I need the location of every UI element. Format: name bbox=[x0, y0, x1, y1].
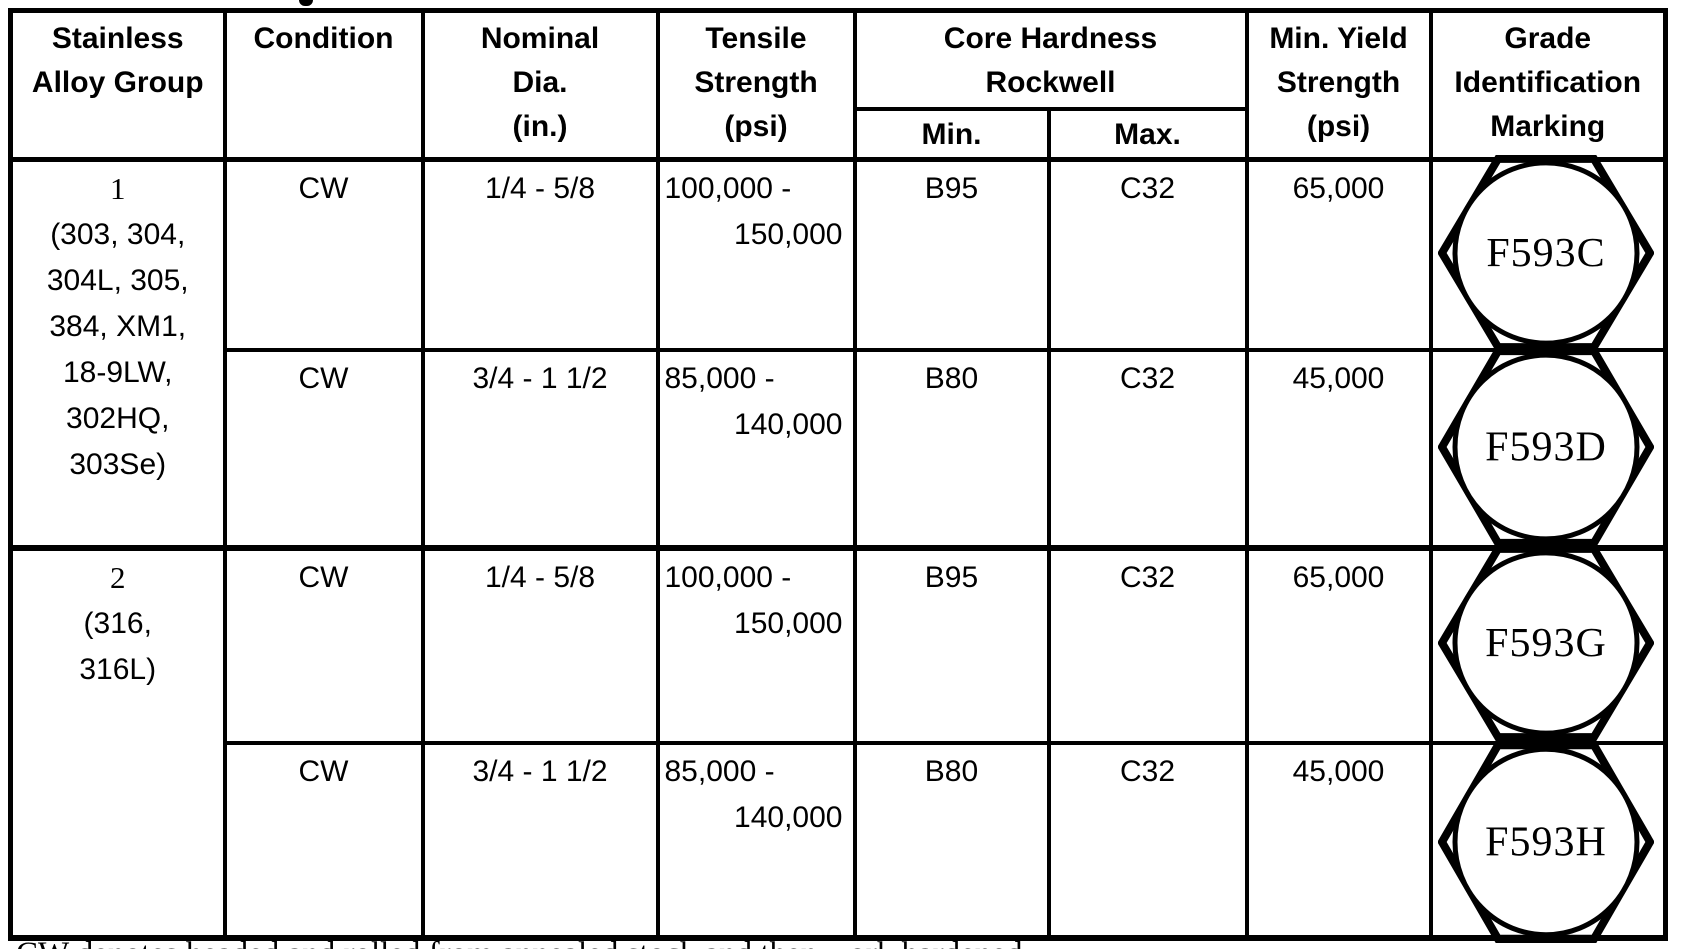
col-header-min-yield: Min. Yield Strength (psi) bbox=[1244, 8, 1433, 162]
spec-table: Stainless Alloy Group Condition Nominal … bbox=[8, 8, 1668, 941]
hardness-max-cell: C32 bbox=[1046, 157, 1249, 352]
header-line: Marking bbox=[1490, 110, 1606, 143]
bolt-circle bbox=[1452, 160, 1640, 346]
grade-marking-hex-4: F593H bbox=[1438, 738, 1654, 946]
tensile-line-2: 140,000 bbox=[734, 800, 843, 834]
hardness-min-cell: B80 bbox=[852, 740, 1051, 940]
header-line: Nominal bbox=[480, 22, 600, 55]
header-line: Min. Yield bbox=[1269, 22, 1408, 55]
alloy-list-line: 302HQ, bbox=[66, 402, 170, 435]
table-row: CW 3/4 - 1 1/2 85,000 - 140,000 B80 C32 … bbox=[11, 347, 1668, 550]
marking-label: F593C bbox=[1486, 230, 1605, 276]
alloy-group-2-cell: 2 (316, 316L) bbox=[8, 544, 227, 940]
marking-label: F593D bbox=[1485, 423, 1607, 470]
header-line: Condition bbox=[253, 22, 394, 55]
condition-cell: CW bbox=[222, 157, 425, 352]
header-line: (psi) bbox=[1306, 110, 1371, 143]
grade-marking-hex-2: F593D bbox=[1438, 344, 1654, 550]
table-row: 2 (316, 316L) CW 1/4 - 5/8 100,000 - 150… bbox=[8, 544, 1668, 940]
yield-cell: 65,000 bbox=[1244, 157, 1433, 352]
header-line: Rockwell bbox=[985, 66, 1116, 99]
alloy-list-line: 18-9LW, bbox=[63, 356, 173, 389]
header-line: Grade bbox=[1504, 22, 1592, 55]
yield-cell: 45,000 bbox=[1244, 740, 1433, 940]
header-line: Strength bbox=[694, 66, 818, 99]
header-row-2: Min. Max. bbox=[11, 106, 1666, 162]
tensile-line-1: 100,000 - bbox=[664, 172, 792, 205]
tensile-line-2: 140,000 bbox=[734, 407, 843, 441]
bolt-circle bbox=[1452, 746, 1640, 938]
header-line: Alloy Group bbox=[31, 66, 204, 99]
nominal-dia-cell: 3/4 - 1 1/2 bbox=[420, 347, 660, 550]
tensile-line-1: 85,000 - bbox=[664, 754, 775, 788]
table-row: 1 (303, 304, 304L, 305, 384, XM1, 18-9LW… bbox=[8, 157, 1668, 550]
header-line: Stainless bbox=[51, 22, 184, 55]
header-line: Core Hardness bbox=[943, 22, 1158, 55]
marking-label: F593H bbox=[1485, 818, 1607, 865]
grade-marking-hex-3: F593G bbox=[1438, 542, 1654, 744]
clipped-title-text-fragment bbox=[299, 0, 313, 6]
hardness-min-cell: B95 bbox=[852, 544, 1051, 745]
cw-footnote: CW denotes headed and rolled from anneal… bbox=[16, 936, 1616, 949]
hardness-min-cell: B95 bbox=[852, 157, 1051, 352]
header-line: Dia. bbox=[512, 66, 568, 99]
header-line: (in.) bbox=[512, 110, 568, 143]
col-header-core-hardness: Core Hardness Rockwell bbox=[852, 8, 1249, 111]
condition-cell: CW bbox=[222, 544, 425, 745]
tensile-cell: 85,000 - 140,000 bbox=[655, 740, 857, 940]
tensile-line-1: 100,000 - bbox=[664, 560, 792, 594]
header-line: Identification bbox=[1454, 66, 1642, 99]
tensile-line-1: 85,000 - bbox=[664, 361, 775, 395]
alloy-list-line: 316L) bbox=[79, 652, 157, 686]
alloy-list-line: 384, XM1, bbox=[49, 310, 187, 343]
tensile-cell: 85,000 - 140,000 bbox=[655, 347, 857, 550]
col-header-alloy-group: Stainless Alloy Group bbox=[8, 8, 227, 162]
yield-cell: 65,000 bbox=[1244, 544, 1433, 745]
alloy-list-line: (303, 304, bbox=[50, 218, 186, 251]
header-line: (psi) bbox=[724, 110, 788, 143]
col-header-grade-marking: Grade Identification Marking bbox=[1428, 8, 1668, 162]
alloy-group-number: 1 bbox=[110, 171, 126, 206]
alloy-list-line: 303Se) bbox=[69, 448, 167, 481]
tensile-cell: 100,000 - 150,000 bbox=[655, 544, 857, 745]
yield-cell: 45,000 bbox=[1244, 347, 1433, 550]
nominal-dia-cell: 1/4 - 5/8 bbox=[420, 544, 660, 745]
condition-cell: CW bbox=[222, 347, 425, 550]
alloy-group-1-cell: 1 (303, 304, 304L, 305, 384, XM1, 18-9LW… bbox=[8, 157, 227, 550]
alloy-group-number: 2 bbox=[110, 559, 126, 595]
header-row-1: Stainless Alloy Group Condition Nominal … bbox=[8, 8, 1668, 162]
table-row: CW 3/4 - 1 1/2 85,000 - 140,000 B80 C32 … bbox=[11, 740, 1668, 940]
alloy-list-line: 304L, 305, bbox=[46, 264, 189, 297]
tensile-line-2: 150,000 bbox=[734, 606, 843, 640]
grade-marking-hex-1: F593C bbox=[1438, 152, 1654, 354]
header-line: Strength bbox=[1276, 66, 1401, 99]
header-line: Tensile bbox=[705, 22, 807, 55]
nominal-dia-cell: 1/4 - 5/8 bbox=[420, 157, 660, 352]
condition-cell: CW bbox=[222, 740, 425, 940]
bolt-circle bbox=[1452, 550, 1640, 736]
marking-label: F593G bbox=[1485, 620, 1607, 666]
hardness-max-cell: C32 bbox=[1046, 347, 1249, 550]
col-header-tensile-strength: Tensile Strength (psi) bbox=[655, 8, 857, 162]
hardness-min-cell: B80 bbox=[852, 347, 1051, 550]
col-header-nominal-dia: Nominal Dia. (in.) bbox=[420, 8, 660, 162]
bolt-circle bbox=[1452, 352, 1640, 542]
subheader-hardness-min: Min. bbox=[852, 106, 1051, 162]
hardness-max-cell: C32 bbox=[1046, 740, 1249, 940]
col-header-condition: Condition bbox=[222, 8, 425, 162]
tensile-cell: 100,000 - 150,000 bbox=[655, 157, 857, 352]
nominal-dia-cell: 3/4 - 1 1/2 bbox=[420, 740, 660, 940]
alloy-list-line: (316, bbox=[83, 606, 152, 640]
subheader-hardness-max: Max. bbox=[1046, 106, 1249, 162]
tensile-line-2: 150,000 bbox=[734, 218, 843, 251]
hardness-max-cell: C32 bbox=[1046, 544, 1249, 745]
